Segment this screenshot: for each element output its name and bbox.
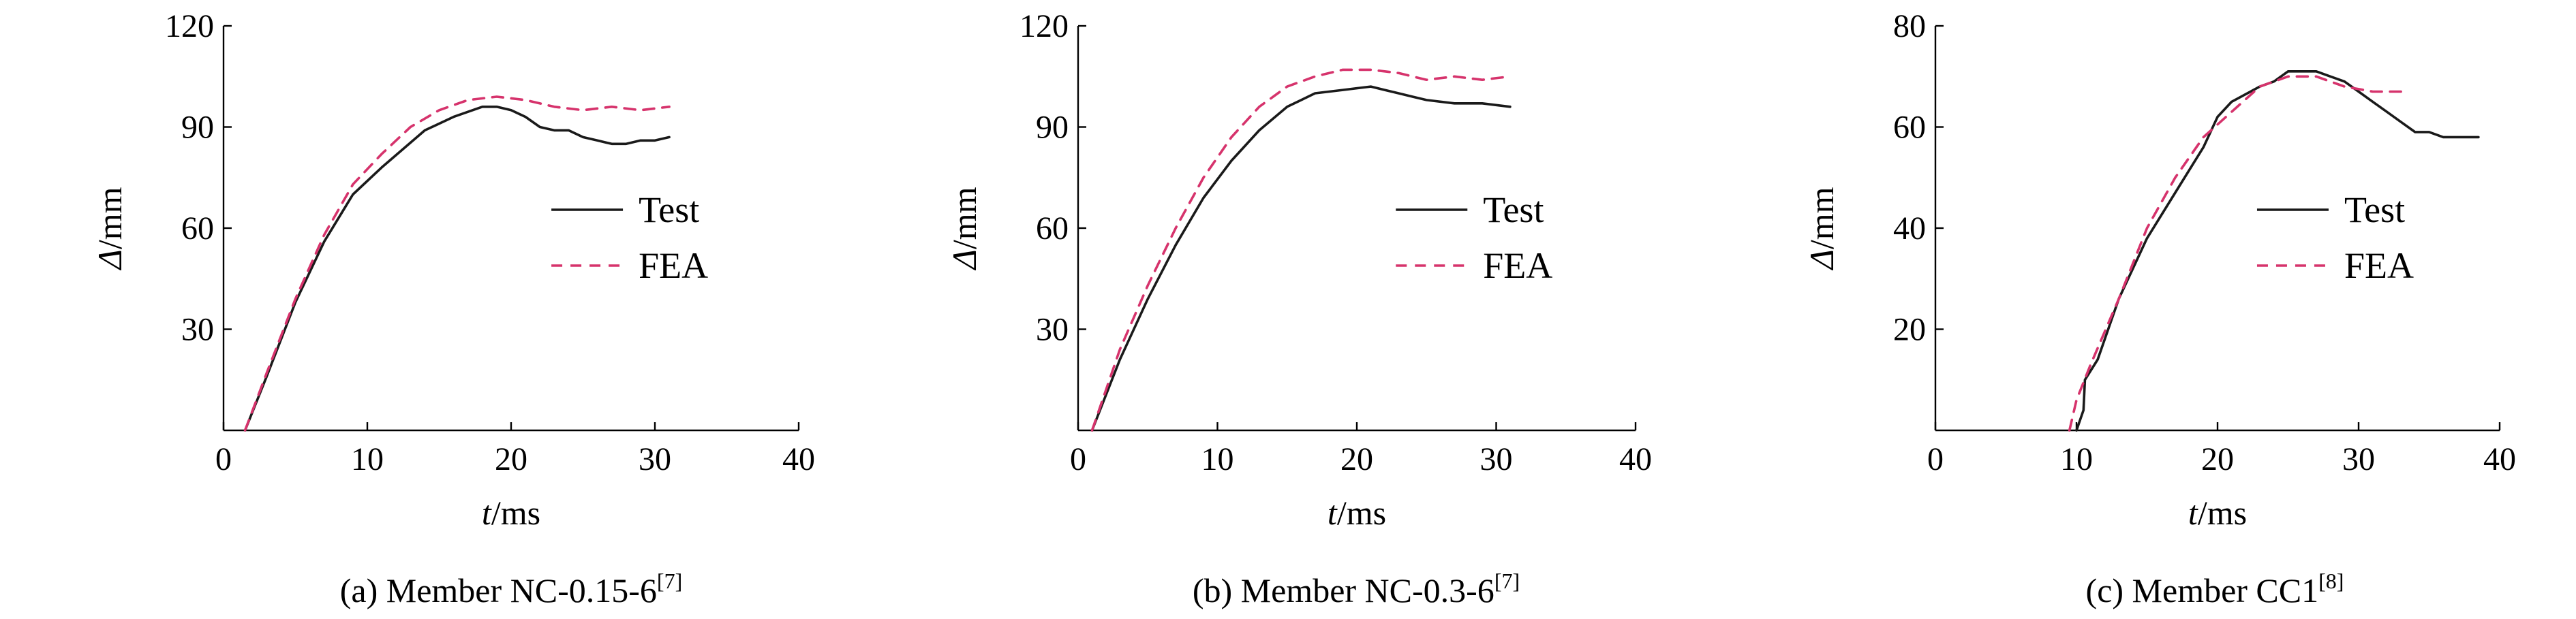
series-line-fea	[1090, 68, 1512, 432]
y-tick-label: 60	[1893, 110, 1926, 146]
panel-caption-a: (a) Member NC-0.15-6[7]	[340, 569, 682, 609]
y-tick-label: 20	[1893, 312, 1926, 348]
legend-label-test: Test	[1483, 189, 1544, 230]
series-line-test	[243, 106, 671, 432]
x-tick-label: 40	[1619, 441, 1652, 477]
x-tick-label: 30	[2342, 441, 2375, 477]
y-tick-label: 60	[1036, 210, 1069, 247]
x-tick-label: 20	[495, 441, 527, 477]
x-axis-label: t/ms	[1328, 494, 1386, 532]
y-tick-label: 80	[1893, 8, 1926, 44]
y-tick-label: 120	[1019, 8, 1069, 44]
legend-label-test: Test	[639, 189, 699, 230]
y-tick-label: 30	[1036, 312, 1069, 348]
panel-caption-c: (c) Member CC1[8]	[2086, 569, 2344, 609]
series-line-test	[1090, 85, 1512, 432]
series-line-fea	[2068, 75, 2402, 432]
x-axis-label: t/ms	[482, 494, 540, 532]
y-axis-label: Δ/mm	[945, 187, 983, 270]
x-tick-label: 0	[215, 441, 232, 477]
x-tick-label: 40	[2483, 441, 2516, 477]
x-tick-label: 30	[1480, 441, 1513, 477]
legend-label-fea: FEA	[1483, 245, 1552, 286]
y-tick-label: 40	[1893, 210, 1926, 247]
x-tick-label: 0	[1927, 441, 1944, 477]
x-tick-label: 10	[351, 441, 384, 477]
series-line-test	[2075, 70, 2480, 432]
y-axis-label: Δ/mm	[91, 187, 129, 270]
x-axis-label: t/ms	[2188, 494, 2247, 532]
legend-label-test: Test	[2344, 189, 2405, 230]
y-axis-label: Δ/mm	[1803, 187, 1841, 270]
x-tick-label: 0	[1070, 441, 1086, 477]
y-tick-label: 90	[1036, 110, 1069, 146]
x-tick-label: 10	[1201, 441, 1234, 477]
y-tick-label: 90	[181, 110, 214, 146]
legend-label-fea: FEA	[2344, 245, 2414, 286]
x-tick-label: 30	[639, 441, 671, 477]
x-tick-label: 20	[2201, 441, 2234, 477]
y-tick-label: 120	[165, 8, 214, 44]
y-tick-label: 60	[181, 210, 214, 247]
series-line-fea	[243, 95, 671, 432]
x-tick-label: 40	[782, 441, 815, 477]
x-tick-label: 20	[1340, 441, 1373, 477]
y-tick-label: 30	[181, 312, 214, 348]
x-tick-label: 10	[2060, 441, 2093, 477]
panel-caption-b: (b) Member NC-0.3-6[7]	[1193, 569, 1520, 609]
legend-label-fea: FEA	[639, 245, 708, 286]
